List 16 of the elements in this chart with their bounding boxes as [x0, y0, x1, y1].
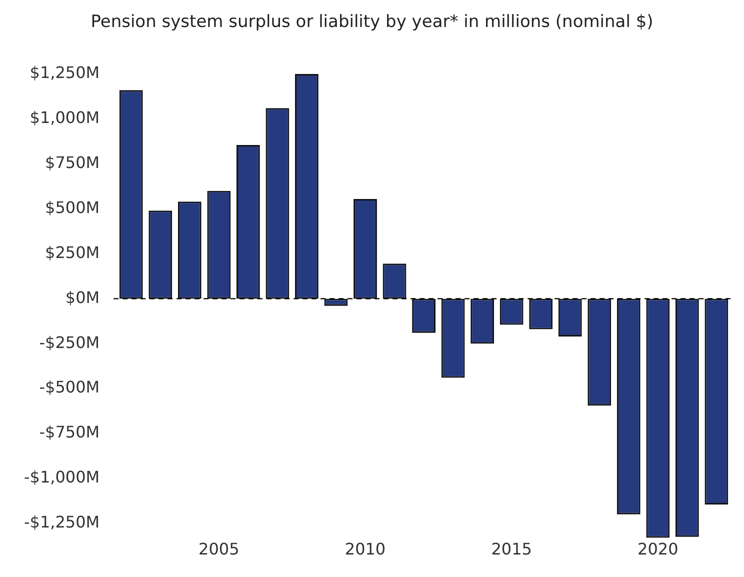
- y-tick-label: -$1,250M: [24, 512, 100, 532]
- y-tick-label: $0M: [65, 288, 100, 307]
- x-tick-label: 2015: [491, 540, 532, 559]
- x-tick-label: 2020: [638, 540, 678, 559]
- y-tick-label: -$750M: [39, 422, 100, 442]
- x-tick-label: 2010: [344, 540, 386, 559]
- y-tick-label: $250M: [45, 242, 100, 262]
- y-tick-label: -$1,000M: [24, 468, 100, 487]
- y-tick-label: $750M: [45, 153, 100, 172]
- x-tick-label: 2005: [198, 540, 240, 559]
- y-tick-label: $500M: [45, 198, 100, 217]
- y-tick-label: $1,250M: [30, 63, 100, 82]
- y-tick-label: -$250M: [39, 332, 100, 352]
- chart-subtitle: Pension system surplus or liability by year* in millions (nominal $): [90, 11, 654, 34]
- y-tick-label: -$500M: [39, 378, 100, 397]
- y-tick-label: $1,000M: [30, 108, 100, 128]
